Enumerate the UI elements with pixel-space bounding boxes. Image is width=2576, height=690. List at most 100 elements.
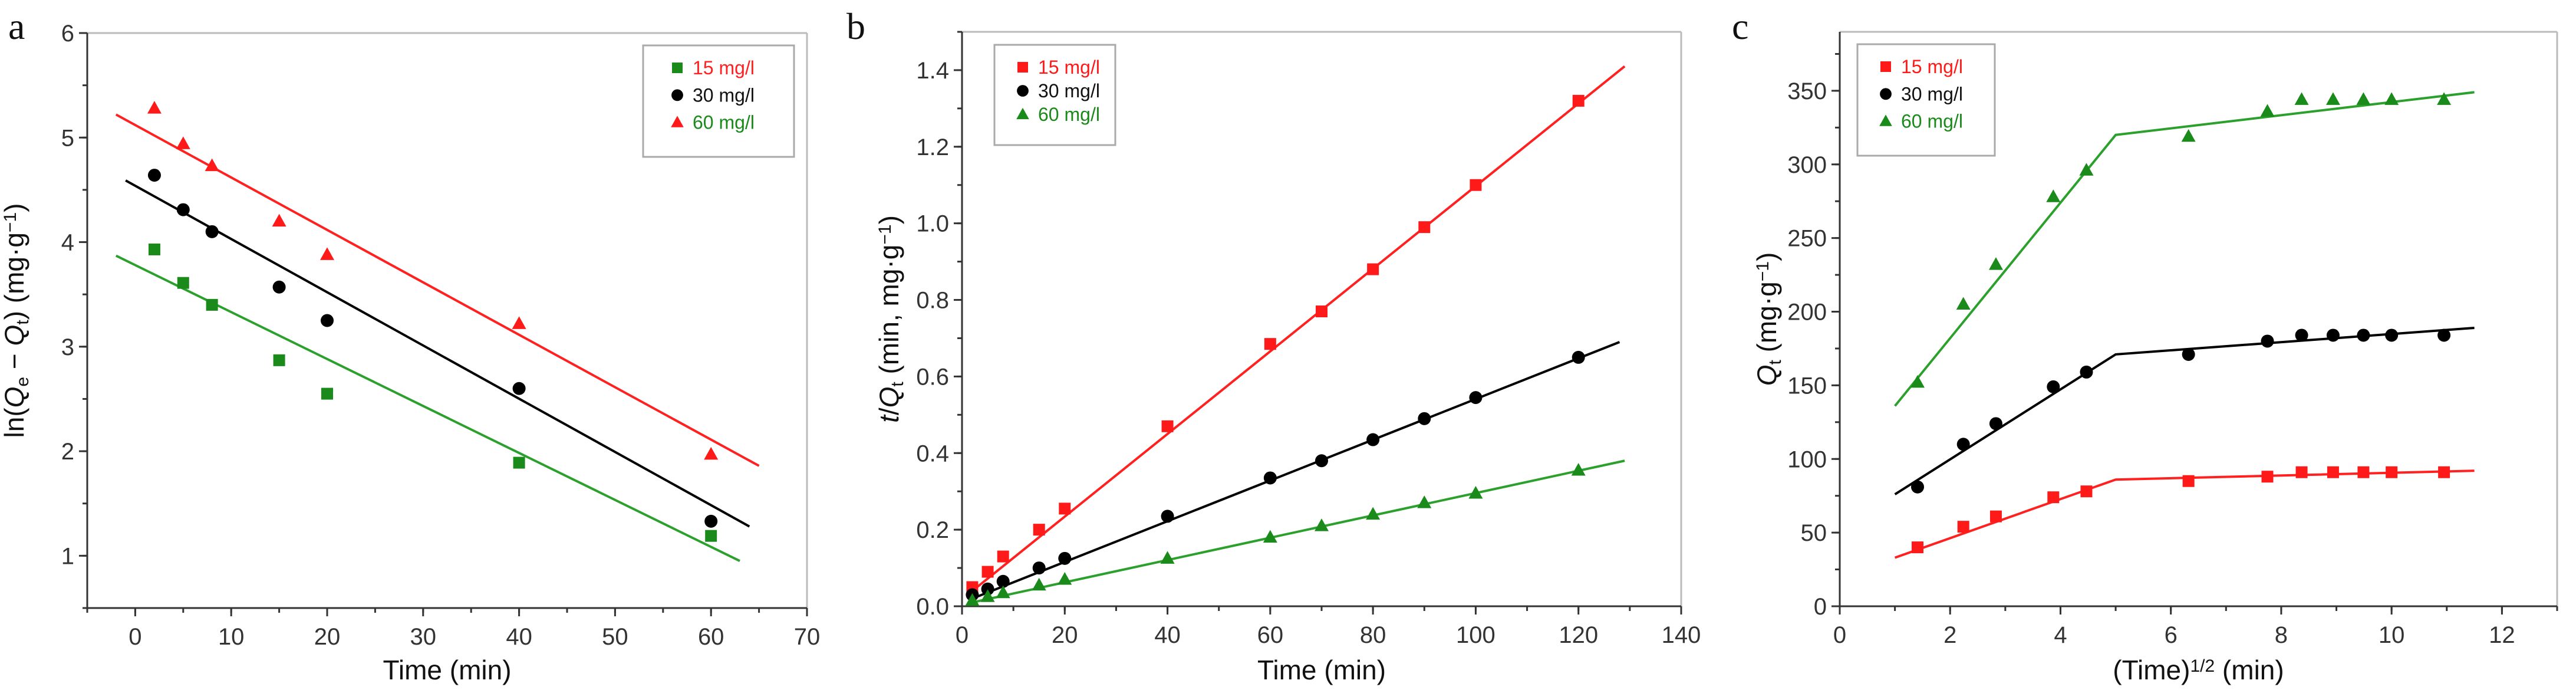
- x-tick-label: 0: [956, 622, 969, 648]
- fit-line: [115, 254, 740, 563]
- data-point: [1469, 391, 1483, 405]
- x-tick-label: 40: [506, 624, 532, 650]
- data-point: [2261, 334, 2274, 348]
- data-point: [997, 550, 1009, 563]
- label-part: ) (mg·g: [0, 232, 29, 320]
- data-point: [1315, 518, 1329, 531]
- data-point: [513, 456, 525, 469]
- data-point: [1572, 350, 1585, 364]
- data-point: [176, 203, 190, 216]
- data-point: [704, 514, 718, 528]
- label-part: −: [0, 346, 29, 376]
- panel-letter: b: [846, 5, 865, 47]
- data-point: [965, 593, 980, 606]
- data-point: [2047, 380, 2060, 393]
- series-60-mg-l: [115, 101, 760, 467]
- y-tick-label: 5: [61, 125, 74, 151]
- data-point: [1367, 263, 1379, 275]
- series-15-mg-l: [966, 65, 1626, 593]
- label-part: −1: [875, 224, 895, 244]
- x-tick-label: 80: [1360, 622, 1386, 648]
- data-point: [2357, 466, 2370, 478]
- legend-label: 30 mg/l: [1038, 80, 1100, 101]
- series-60-mg-l: [965, 459, 1625, 606]
- y-tick-label: 0.2: [916, 517, 949, 543]
- data-point: [205, 158, 219, 172]
- data-point: [1161, 510, 1174, 523]
- legend-marker: [671, 116, 684, 127]
- y-tick-label: 1.2: [916, 134, 949, 160]
- data-point: [996, 574, 1010, 588]
- y-tick-label: 200: [1787, 300, 1827, 326]
- series-30-mg-l: [1894, 326, 2475, 495]
- legend-marker: [1879, 114, 1892, 126]
- y-tick-label: 250: [1787, 226, 1827, 252]
- panel-c: c 0 2 4 6 8 10 12 0 50 100 150 200 250 300 350 (Time)1/2…: [1732, 5, 2558, 685]
- label-part: /: [874, 408, 904, 415]
- y-tick-label: 1: [61, 543, 74, 569]
- series-30-mg-l: [966, 341, 1620, 602]
- data-point: [1366, 507, 1381, 520]
- legend-label: 60 mg/l: [1038, 104, 1100, 125]
- data-point: [705, 530, 717, 542]
- data-point: [273, 354, 285, 366]
- legend-marker: [1880, 88, 1892, 100]
- legend-label: 30 mg/l: [1901, 83, 1963, 104]
- data-point: [1988, 257, 2003, 270]
- label-part: (min): [2215, 655, 2284, 685]
- x-tick-label: 12: [2489, 622, 2515, 648]
- legend-label: 15 mg/l: [1038, 57, 1100, 78]
- label-part: t: [13, 320, 32, 325]
- data-point: [1989, 510, 2002, 523]
- y-axis-title: ln(Qe − Qt) (mg·g−1): [0, 203, 32, 438]
- data-point: [1032, 577, 1046, 591]
- data-point: [321, 314, 334, 327]
- x-tick-label: 8: [2275, 622, 2288, 648]
- y-tick-label: 50: [1801, 520, 1827, 546]
- label-part: ): [0, 203, 29, 212]
- fit-line: [971, 341, 1620, 600]
- y-axis-title: t/Qt (min, mg·g−1): [874, 215, 907, 423]
- data-point: [2046, 189, 2061, 202]
- data-point: [2437, 92, 2452, 105]
- data-point: [2181, 129, 2196, 142]
- data-point: [512, 316, 526, 329]
- data-point: [2294, 92, 2309, 105]
- fit-line: [1894, 91, 2475, 407]
- data-point: [1989, 417, 2002, 431]
- data-point: [2357, 328, 2370, 342]
- fit-line: [972, 459, 1625, 604]
- data-point: [1059, 502, 1071, 515]
- data-point: [704, 446, 719, 460]
- label-part: ): [1751, 252, 1782, 261]
- x-tick-label: 140: [1662, 622, 1701, 648]
- data-point: [1911, 541, 1923, 554]
- legend: 15 mg/l 30 mg/l 60 mg/l: [642, 44, 795, 158]
- y-tick-label: 1.0: [916, 211, 949, 237]
- series-15-mg-l: [1894, 466, 2475, 559]
- legend-box: [993, 44, 1116, 146]
- panel-letter: c: [1732, 5, 1748, 47]
- y-tick-label: 0.6: [916, 364, 949, 390]
- legend: 15 mg/l 30 mg/l 60 mg/l: [1856, 43, 1996, 157]
- label-part: t: [888, 382, 907, 387]
- fit-line: [125, 179, 750, 528]
- y-tick-label: 4: [61, 230, 74, 256]
- x-axis-title: Time (min): [1257, 655, 1386, 685]
- label-part: Q: [0, 325, 29, 346]
- y-tick-label: 0.0: [916, 594, 949, 620]
- data-point: [1058, 572, 1072, 585]
- series-60-mg-l: [1894, 91, 2475, 407]
- legend-label: 30 mg/l: [693, 84, 755, 106]
- series-30-mg-l: [125, 169, 750, 528]
- label-part: Q: [874, 387, 904, 408]
- data-point: [1468, 485, 1483, 499]
- data-point: [1956, 297, 1971, 310]
- fit-line: [971, 65, 1626, 592]
- data-point: [1957, 521, 1969, 533]
- data-point: [2047, 491, 2060, 504]
- data-point: [1161, 420, 1174, 432]
- label-part: t: [1765, 360, 1785, 365]
- data-point: [1160, 551, 1175, 564]
